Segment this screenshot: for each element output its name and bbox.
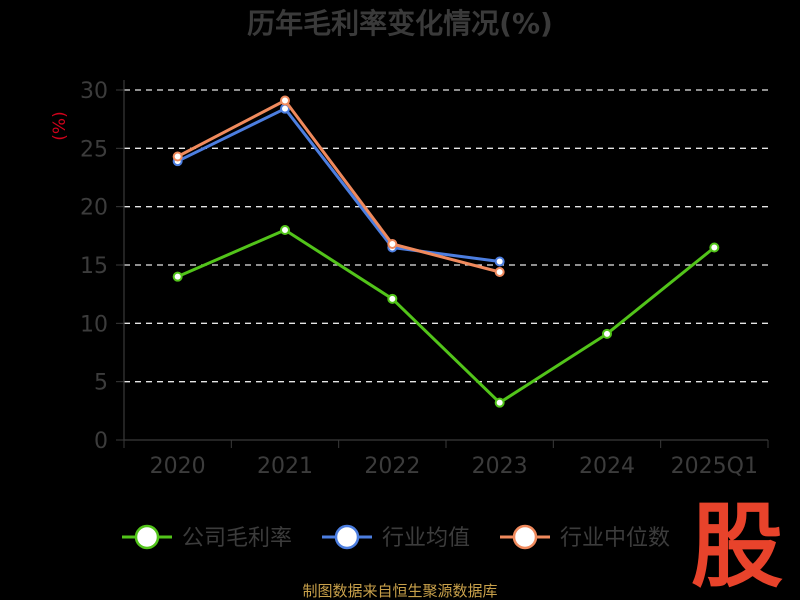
y-tick-label: 15 <box>80 254 108 279</box>
x-tick-label: 2024 <box>579 454 635 479</box>
legend-label: 公司毛利率 <box>182 526 292 551</box>
legend-swatch-marker <box>134 524 160 550</box>
legend-label: 行业均值 <box>382 526 470 551</box>
legend-label: 行业中位数 <box>560 526 670 551</box>
data-point <box>387 293 398 304</box>
x-tick-label: 2020 <box>150 454 206 479</box>
y-tick-label: 5 <box>94 371 108 396</box>
data-point <box>494 397 505 408</box>
data-point <box>280 225 290 235</box>
x-tick-label: 2023 <box>472 454 528 479</box>
data-point <box>172 271 183 282</box>
data-point <box>387 239 398 249</box>
y-tick-label: 25 <box>80 137 108 162</box>
y-tick-label: 30 <box>80 79 108 104</box>
series-1 <box>172 225 720 408</box>
series-2 <box>172 103 505 267</box>
y-tick-label: 10 <box>80 312 108 337</box>
source-note: 制图数据来自恒生聚源数据库 <box>302 582 497 600</box>
x-tick-label: 2025Q1 <box>671 454 758 479</box>
legend-item: 行业均值 <box>322 524 470 551</box>
y-tick-label: 20 <box>80 196 108 221</box>
data-point <box>280 95 290 106</box>
data-point <box>494 267 505 277</box>
data-point <box>494 256 505 267</box>
series-line <box>176 99 501 274</box>
legend-swatch-marker <box>512 524 538 550</box>
series-3 <box>172 95 505 277</box>
x-tick-label: 2022 <box>364 454 420 479</box>
legend-swatch-marker <box>334 524 360 550</box>
data-point <box>709 242 720 253</box>
series-layer <box>172 95 720 408</box>
legend-item: 公司毛利率 <box>122 524 292 551</box>
data-point <box>602 328 612 339</box>
data-point <box>172 151 183 162</box>
grid <box>124 89 768 383</box>
y-tick-label: 0 <box>94 429 108 454</box>
chart-title: 历年毛利率变化情况(%) <box>247 7 553 40</box>
y-axis-label: (%) <box>50 111 70 140</box>
series-line <box>177 107 500 263</box>
series-line <box>177 228 716 405</box>
axes: 0 5 10 15 20 25 30 2020 2021 2022 2023 2024 2025Q1 <box>80 79 769 479</box>
x-tick-label: 2021 <box>257 454 313 479</box>
legend-item: 行业中位数 <box>500 524 670 551</box>
legend: 公司毛利率 行业均值 行业中位数 <box>122 524 670 551</box>
logo-mark: 股 <box>691 493 783 600</box>
